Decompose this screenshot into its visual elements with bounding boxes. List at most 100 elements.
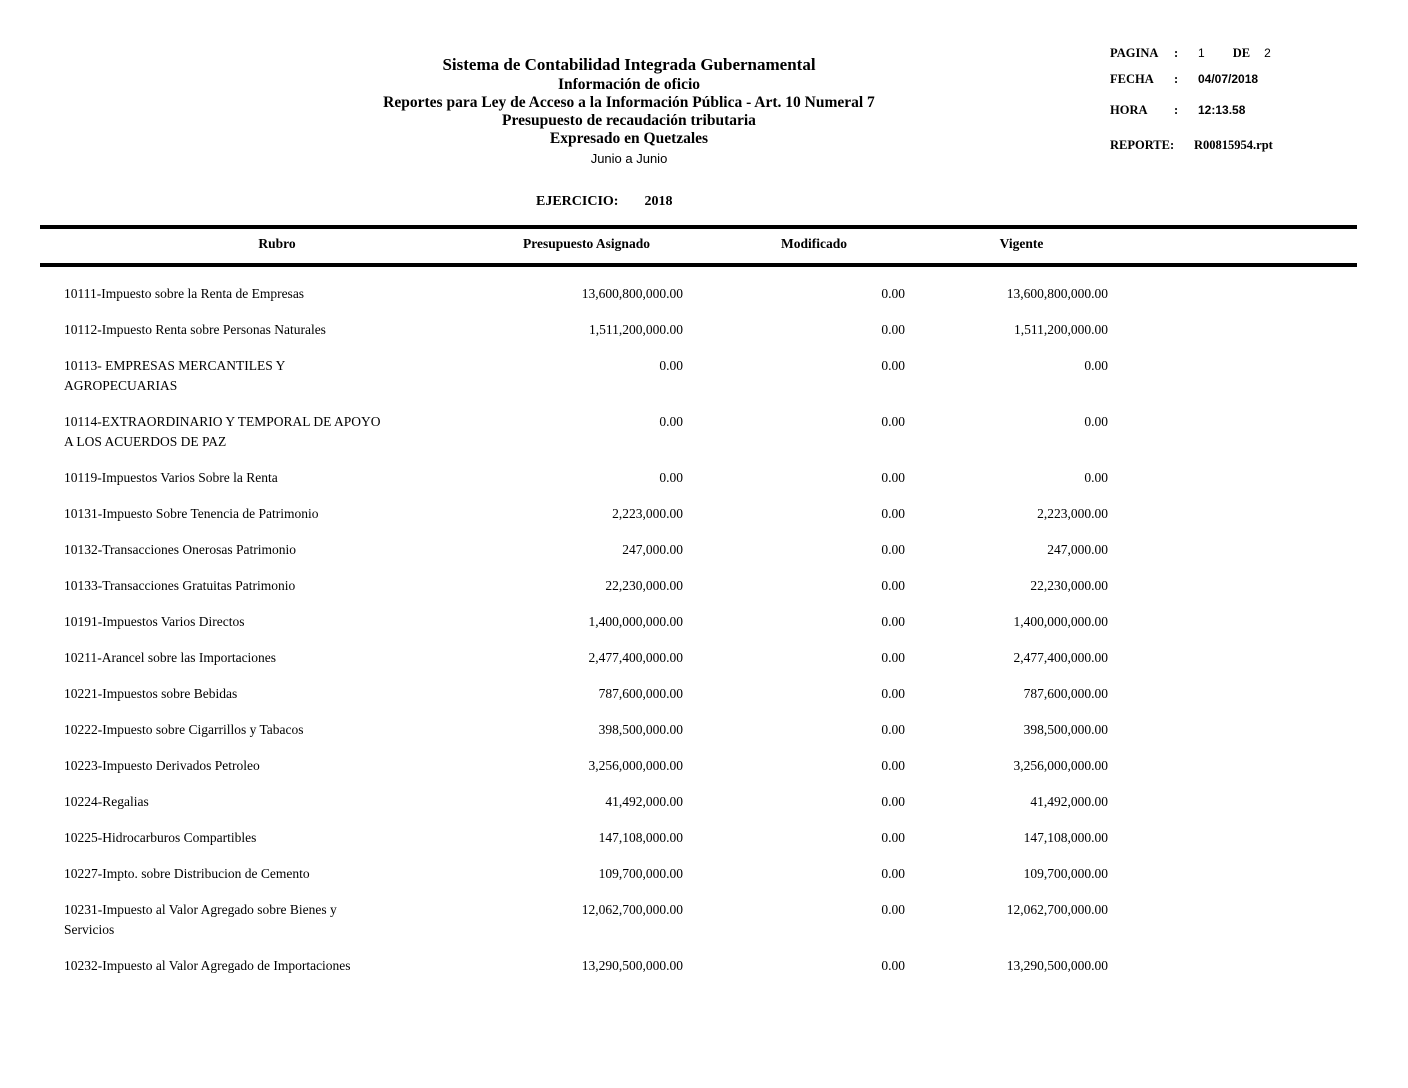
hora-label: HORA: [1110, 103, 1148, 117]
report-meta: PAGINA : 1 DE 2 FECHA : 04/07/2018 HORA …: [1110, 46, 1402, 153]
ejercicio-label: EJERCICIO:: [536, 194, 619, 209]
pagina-colon: :: [1174, 46, 1179, 60]
table-row: 10131-Impuesto Sobre Tenencia de Patrimo…: [40, 504, 1357, 524]
table-row: 10224-Regalias 41,492,000.00 0.00 41,492…: [40, 792, 1357, 812]
rubro-cell: 10224-Regalias: [64, 794, 149, 809]
column-header-rubro: Rubro: [258, 236, 296, 251]
vigente-cell: 109,700,000.00: [1023, 866, 1108, 881]
vigente-cell: 247,000.00: [1047, 542, 1108, 557]
presupuesto-asignado-cell: 0.00: [659, 358, 683, 373]
modificado-cell: 0.00: [881, 322, 905, 337]
modificado-cell: 0.00: [881, 506, 905, 521]
presupuesto-asignado-cell: 13,600,800,000.00: [581, 286, 683, 301]
vigente-cell: 398,500,000.00: [1023, 722, 1108, 737]
table-row: 10223-Impuesto Derivados Petroleo 3,256,…: [40, 756, 1357, 776]
rubro-cell: 10231-Impuesto al Valor Agregado sobre B…: [64, 902, 337, 937]
meta-pagina-row: PAGINA : 1 DE 2: [1110, 46, 1402, 61]
rubro-cell: 10211-Arancel sobre las Importaciones: [64, 650, 277, 665]
presupuesto-asignado-cell: 398,500,000.00: [598, 722, 683, 737]
column-header-vigente: Vigente: [999, 236, 1044, 251]
rubro-cell: 10223-Impuesto Derivados Petroleo: [64, 758, 260, 773]
vigente-cell: 2,223,000.00: [1037, 506, 1108, 521]
rubro-cell: 10111-Impuesto sobre la Renta de Empresa…: [64, 286, 305, 301]
vigente-cell: 1,400,000,000.00: [1013, 614, 1109, 629]
column-header-filler: [1108, 236, 1357, 252]
presupuesto-asignado-cell: 13,290,500,000.00: [581, 958, 683, 973]
report-title-info: Información de oficio: [557, 76, 701, 93]
presupuesto-asignado-cell: 787,600,000.00: [598, 686, 683, 701]
rubro-cell: 10114-EXTRAORDINARIO Y TEMPORAL DE APOYO…: [64, 414, 381, 449]
report-title-period: Junio a Junio: [590, 151, 668, 166]
rubro-cell: 10191-Impuestos Varios Directos: [64, 614, 245, 629]
vigente-cell: 13,290,500,000.00: [1006, 958, 1108, 973]
modificado-cell: 0.00: [881, 650, 905, 665]
fecha-value: 04/07/2018: [1198, 72, 1259, 86]
table-top-rule: [40, 225, 1357, 229]
meta-hora-row: HORA : 12:13.58: [1110, 103, 1402, 118]
reporte-value: R00815954.rpt: [1194, 138, 1273, 152]
rubro-cell: 10119-Impuestos Varios Sobre la Renta: [64, 470, 278, 485]
modificado-cell: 0.00: [881, 722, 905, 737]
table-row: 10113- EMPRESAS MERCANTILES Y AGROPECUAR…: [40, 356, 1357, 396]
modificado-cell: 0.00: [881, 686, 905, 701]
table-row: 10114-EXTRAORDINARIO Y TEMPORAL DE APOYO…: [40, 412, 1357, 452]
table-header-row: Rubro Presupuesto Asignado Modificado Vi…: [40, 236, 1357, 252]
table-row: 10227-Impto. sobre Distribucion de Cemen…: [40, 864, 1357, 884]
rubro-cell: 10232-Impuesto al Valor Agregado de Impo…: [64, 958, 351, 973]
report-title-subject: Presupuesto de recaudación tributaria: [502, 112, 756, 129]
modificado-cell: 0.00: [881, 902, 905, 917]
vigente-cell: 41,492,000.00: [1030, 794, 1108, 809]
table-row: 10231-Impuesto al Valor Agregado sobre B…: [40, 900, 1357, 940]
table-row: 10111-Impuesto sobre la Renta de Empresa…: [40, 284, 1357, 304]
presupuesto-asignado-cell: 2,223,000.00: [612, 506, 683, 521]
modificado-cell: 0.00: [881, 830, 905, 845]
presupuesto-asignado-cell: 247,000.00: [622, 542, 683, 557]
rubro-cell: 10112-Impuesto Renta sobre Personas Natu…: [64, 322, 326, 337]
modificado-cell: 0.00: [881, 758, 905, 773]
table-row: 10232-Impuesto al Valor Agregado de Impo…: [40, 956, 1357, 976]
presupuesto-asignado-cell: 41,492,000.00: [605, 794, 683, 809]
meta-reporte-row: REPORTE: R00815954.rpt: [1110, 138, 1402, 153]
vigente-cell: 22,230,000.00: [1030, 578, 1108, 593]
vigente-cell: 13,600,800,000.00: [1006, 286, 1108, 301]
vigente-cell: 3,256,000,000.00: [1013, 758, 1109, 773]
pagina-de-label: DE: [1232, 46, 1251, 60]
vigente-cell: 0.00: [1084, 470, 1108, 485]
pagina-current: 1: [1198, 46, 1205, 60]
presupuesto-asignado-cell: 0.00: [659, 470, 683, 485]
table-row: 10132-Transacciones Onerosas Patrimonio …: [40, 540, 1357, 560]
hora-value: 12:13.58: [1198, 103, 1246, 117]
table-row: 10119-Impuestos Varios Sobre la Renta 0.…: [40, 468, 1357, 488]
ejercicio-value: 2018: [644, 194, 673, 209]
rubro-cell: 10225-Hidrocarburos Compartibles: [64, 830, 257, 845]
rubro-cell: 10113- EMPRESAS MERCANTILES Y AGROPECUAR…: [64, 358, 286, 393]
presupuesto-asignado-cell: 1,511,200,000.00: [589, 322, 683, 337]
rubro-cell: 10221-Impuestos sobre Bebidas: [64, 686, 238, 701]
presupuesto-asignado-cell: 0.00: [659, 414, 683, 429]
modificado-cell: 0.00: [881, 794, 905, 809]
presupuesto-asignado-cell: 12,062,700,000.00: [581, 902, 683, 917]
fecha-label: FECHA: [1110, 72, 1154, 86]
presupuesto-asignado-cell: 109,700,000.00: [598, 866, 683, 881]
pagina-total: 2: [1264, 46, 1271, 60]
table-row: 10222-Impuesto sobre Cigarrillos y Tabac…: [40, 720, 1357, 740]
presupuesto-asignado-cell: 22,230,000.00: [605, 578, 683, 593]
reporte-label: REPORTE:: [1110, 138, 1175, 152]
pagina-label: PAGINA: [1110, 46, 1159, 60]
presupuesto-asignado-cell: 2,477,400,000.00: [588, 650, 684, 665]
presupuesto-asignado-cell: 3,256,000,000.00: [588, 758, 684, 773]
table-row: 10191-Impuestos Varios Directos 1,400,00…: [40, 612, 1357, 632]
rubro-cell: 10227-Impto. sobre Distribucion de Cemen…: [64, 866, 310, 881]
rubro-cell: 10132-Transacciones Onerosas Patrimonio: [64, 542, 296, 557]
rubro-cell: 10131-Impuesto Sobre Tenencia de Patrimo…: [64, 506, 319, 521]
vigente-cell: 2,477,400,000.00: [1013, 650, 1109, 665]
vigente-cell: 0.00: [1084, 358, 1108, 373]
table-body: 10111-Impuesto sobre la Renta de Empresa…: [40, 284, 1357, 992]
table-row: 10221-Impuestos sobre Bebidas 787,600,00…: [40, 684, 1357, 704]
report-title-block: Sistema de Contabilidad Integrada Gubern…: [0, 56, 1258, 168]
vigente-cell: 12,062,700,000.00: [1006, 902, 1108, 917]
modificado-cell: 0.00: [881, 614, 905, 629]
rubro-cell: 10133-Transacciones Gratuitas Patrimonio: [64, 578, 296, 593]
table-row: 10112-Impuesto Renta sobre Personas Natu…: [40, 320, 1357, 340]
